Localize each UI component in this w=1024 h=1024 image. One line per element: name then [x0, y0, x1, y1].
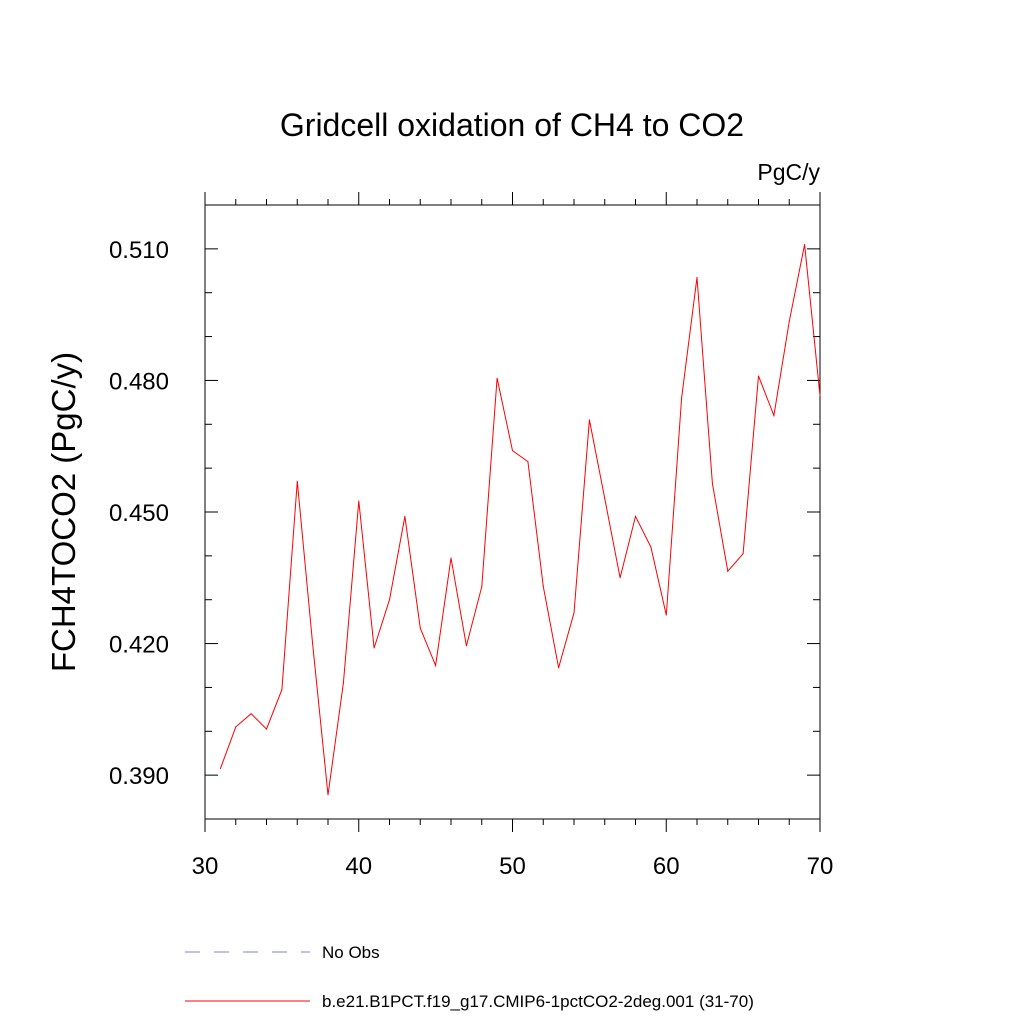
x-tick-label: 50 — [499, 853, 526, 880]
data-point — [604, 498, 606, 500]
data-point — [250, 713, 252, 715]
y-tick-label: 0.450 — [109, 500, 169, 527]
data-point — [419, 627, 421, 629]
data-point — [435, 665, 437, 666]
data-point — [512, 450, 513, 452]
y-tick-label: 0.480 — [109, 368, 169, 395]
data-point — [312, 643, 314, 645]
series-group — [219, 243, 821, 796]
data-point — [696, 276, 698, 278]
y-axis-label: FCH4TOCO2 (PgC/y) — [45, 352, 82, 672]
data-point — [558, 667, 560, 669]
axis-ticks — [204, 192, 821, 832]
data-point — [588, 419, 590, 421]
data-point — [573, 612, 575, 614]
data-point — [373, 647, 375, 649]
data-point — [681, 397, 683, 399]
data-point — [758, 375, 759, 377]
data-point — [266, 728, 267, 730]
tick-labels: 30 40 50 60 70 0.390 0.420 0.450 0.480 0.510 — [109, 237, 833, 880]
legend: No Obs b.e21.B1PCT.f19_g17.CMIP6-1pctCO2-… — [185, 943, 754, 1011]
data-point — [342, 682, 344, 684]
data-point — [542, 586, 544, 588]
data-point — [650, 546, 652, 548]
y-tick-label: 0.510 — [109, 237, 169, 264]
data-point — [235, 726, 237, 728]
data-point — [527, 461, 529, 463]
data-point — [711, 482, 713, 484]
x-tick-label: 70 — [807, 853, 834, 880]
data-point — [727, 570, 729, 572]
data-point — [788, 320, 790, 322]
legend-label: b.e21.B1PCT.f19_g17.CMIP6-1pctCO2-2deg.0… — [322, 992, 754, 1011]
x-tick-label: 30 — [192, 853, 219, 880]
y-tick-label: 0.420 — [109, 632, 169, 659]
plot-frame — [204, 204, 821, 820]
units-label: PgC/y — [757, 159, 820, 185]
data-point — [219, 768, 221, 770]
x-tick-label: 40 — [345, 853, 372, 880]
data-point — [389, 599, 390, 601]
data-point — [635, 515, 636, 517]
data-point — [404, 515, 406, 517]
data-point — [450, 557, 452, 559]
data-point — [619, 577, 621, 579]
data-point — [327, 794, 329, 796]
data-point — [742, 553, 744, 555]
data-point — [296, 480, 298, 482]
legend-label: No Obs — [322, 943, 380, 962]
data-point — [465, 645, 467, 647]
data-point — [819, 395, 821, 397]
data-point — [804, 243, 806, 245]
x-tick-label: 60 — [653, 853, 680, 880]
data-point — [358, 500, 360, 502]
y-tick-label: 0.390 — [109, 763, 169, 790]
data-point — [773, 415, 775, 417]
series-line — [219, 244, 821, 795]
chart-title: Gridcell oxidation of CH4 to CO2 — [280, 107, 744, 143]
data-point — [481, 586, 483, 588]
data-point — [496, 377, 498, 379]
data-point — [281, 689, 283, 691]
data-point — [665, 614, 667, 616]
